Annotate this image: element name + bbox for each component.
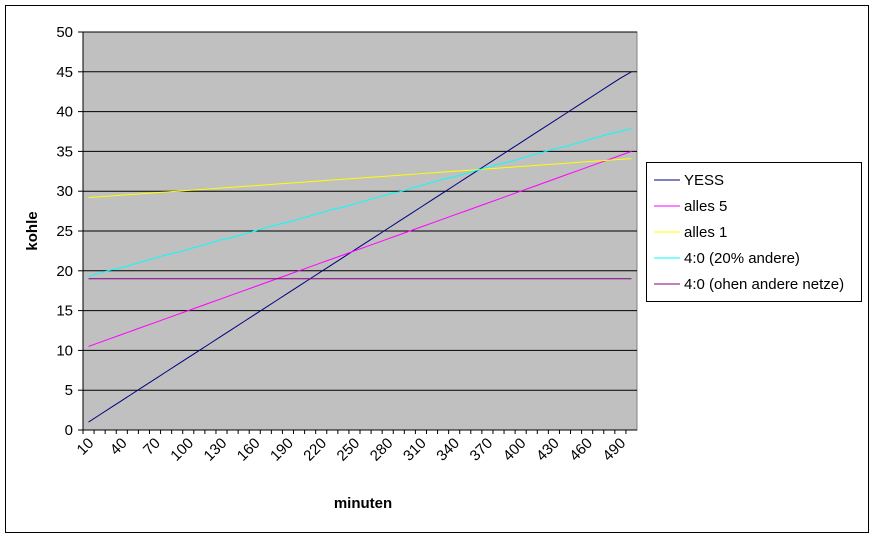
legend-label: YESS — [684, 172, 724, 189]
legend-label: alles 5 — [684, 198, 727, 215]
series-line — [88, 158, 632, 199]
y-tick-label: 20 — [56, 263, 73, 280]
y-axis-title: kohle — [24, 211, 41, 250]
y-tick-label: 0 — [65, 422, 73, 439]
y-tick-label: 10 — [56, 342, 73, 359]
y-tick-label: 50 — [56, 24, 73, 41]
y-tick-label: 25 — [56, 223, 73, 240]
series-line — [88, 71, 632, 423]
series-line — [88, 150, 632, 347]
y-tick-label: 5 — [65, 382, 73, 399]
series-line — [88, 127, 632, 277]
legend-label: alles 1 — [684, 224, 727, 241]
y-tick-label: 35 — [56, 143, 73, 160]
y-tick-label: 40 — [56, 104, 73, 121]
legend-label: 4:0 (20% andere) — [684, 250, 800, 267]
legend — [646, 162, 862, 302]
y-tick-label: 30 — [56, 183, 73, 200]
y-tick-label: 45 — [56, 64, 73, 81]
legend-label: 4:0 (ohen andere netze) — [684, 276, 844, 293]
y-tick-label: 15 — [56, 303, 73, 320]
x-axis-title: minuten — [334, 495, 392, 512]
